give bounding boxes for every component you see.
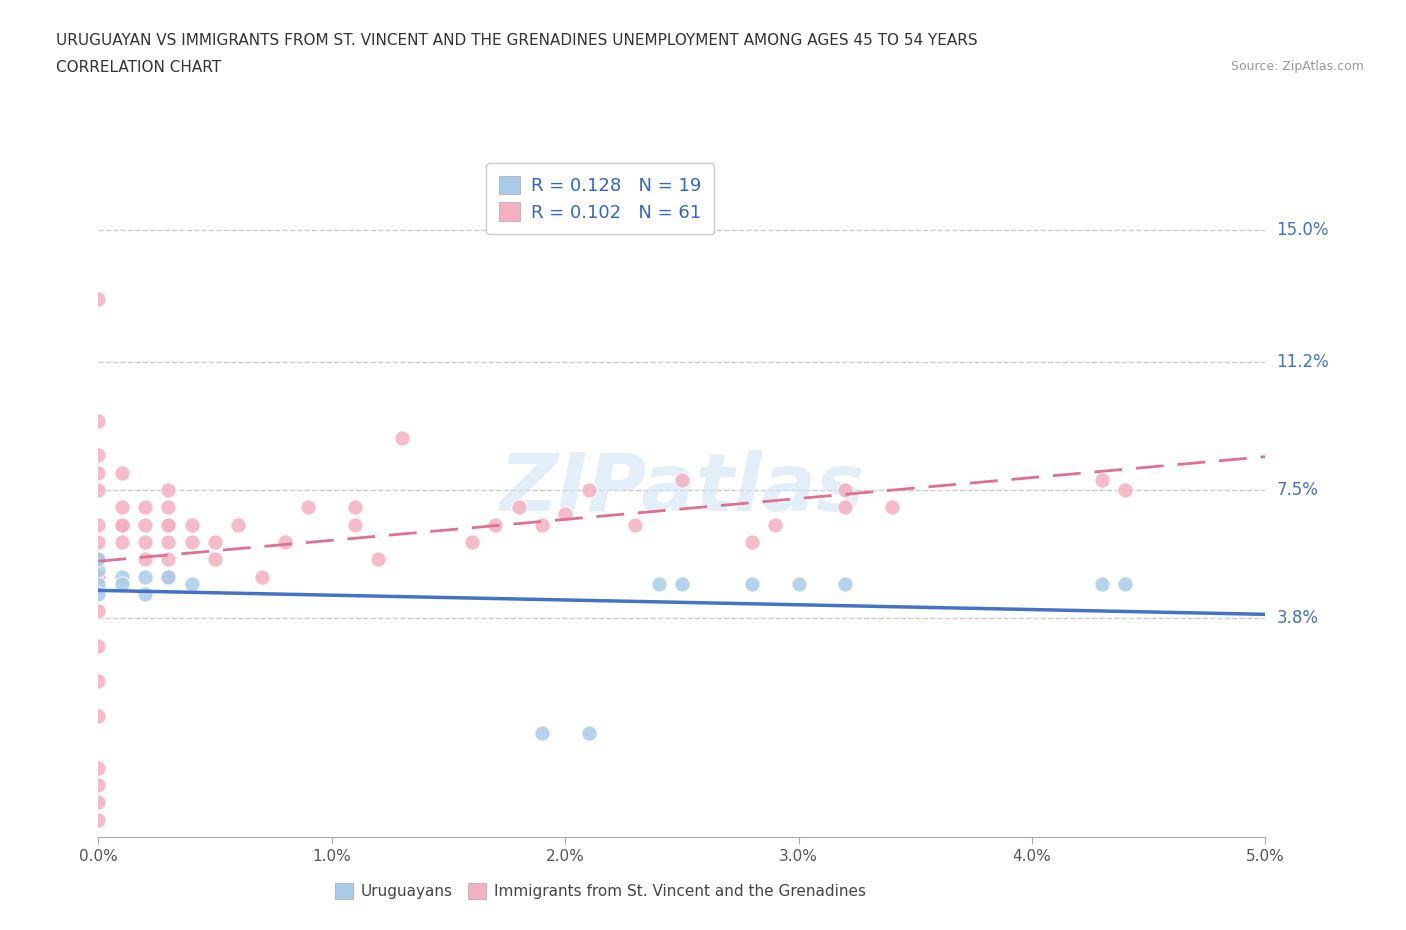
Point	[763, 517, 786, 532]
Point	[508, 500, 530, 515]
Point	[461, 535, 484, 550]
Point	[87, 795, 110, 810]
Point	[180, 535, 202, 550]
Point	[228, 517, 250, 532]
Point	[111, 517, 134, 532]
Text: 7.5%: 7.5%	[1277, 481, 1319, 499]
Point	[87, 569, 110, 584]
Point	[157, 569, 180, 584]
Text: ZIPatlas: ZIPatlas	[499, 450, 865, 528]
Point	[87, 760, 110, 775]
Point	[87, 639, 110, 654]
Point	[297, 500, 319, 515]
Point	[671, 577, 693, 591]
Point	[578, 725, 600, 740]
Point	[157, 483, 180, 498]
Point	[834, 500, 856, 515]
Point	[647, 577, 669, 591]
Point	[134, 500, 156, 515]
Point	[111, 577, 134, 591]
Point	[87, 673, 110, 688]
Point	[87, 483, 110, 498]
Point	[1114, 577, 1136, 591]
Point	[787, 577, 810, 591]
Point	[111, 500, 134, 515]
Point	[180, 577, 202, 591]
Point	[87, 777, 110, 792]
Text: 3.8%: 3.8%	[1277, 609, 1319, 628]
Point	[157, 517, 180, 532]
Point	[157, 517, 180, 532]
Text: 11.2%: 11.2%	[1277, 352, 1329, 371]
Point	[111, 465, 134, 480]
Text: URUGUAYAN VS IMMIGRANTS FROM ST. VINCENT AND THE GRENADINES UNEMPLOYMENT AMONG A: URUGUAYAN VS IMMIGRANTS FROM ST. VINCENT…	[56, 33, 977, 47]
Point	[157, 552, 180, 567]
Point	[111, 517, 134, 532]
Point	[87, 517, 110, 532]
Point	[880, 500, 903, 515]
Point	[530, 517, 553, 532]
Text: 15.0%: 15.0%	[1277, 220, 1329, 239]
Point	[134, 517, 156, 532]
Point	[87, 535, 110, 550]
Point	[344, 500, 367, 515]
Point	[834, 577, 856, 591]
Point	[87, 552, 110, 567]
Point	[87, 448, 110, 463]
Point	[741, 535, 763, 550]
Point	[111, 517, 134, 532]
Point	[111, 569, 134, 584]
Point	[157, 569, 180, 584]
Point	[741, 577, 763, 591]
Point	[180, 517, 202, 532]
Point	[111, 535, 134, 550]
Point	[87, 577, 110, 591]
Point	[134, 535, 156, 550]
Point	[87, 413, 110, 428]
Point	[87, 708, 110, 723]
Point	[671, 472, 693, 487]
Point	[87, 812, 110, 827]
Point	[554, 507, 576, 522]
Point	[1091, 577, 1114, 591]
Text: Source: ZipAtlas.com: Source: ZipAtlas.com	[1230, 60, 1364, 73]
Point	[134, 587, 156, 602]
Point	[157, 535, 180, 550]
Point	[250, 569, 273, 584]
Point	[87, 465, 110, 480]
Point	[87, 587, 110, 602]
Point	[134, 552, 156, 567]
Point	[274, 535, 297, 550]
Point	[834, 483, 856, 498]
Point	[578, 483, 600, 498]
Point	[391, 431, 413, 445]
Point	[204, 535, 226, 550]
Point	[367, 552, 389, 567]
Point	[1091, 472, 1114, 487]
Point	[624, 517, 647, 532]
Point	[530, 725, 553, 740]
Point	[157, 500, 180, 515]
Text: CORRELATION CHART: CORRELATION CHART	[56, 60, 221, 75]
Point	[87, 604, 110, 619]
Point	[87, 552, 110, 567]
Point	[1114, 483, 1136, 498]
Point	[87, 292, 110, 307]
Point	[204, 552, 226, 567]
Point	[344, 517, 367, 532]
Point	[87, 563, 110, 578]
Point	[134, 569, 156, 584]
Point	[484, 517, 506, 532]
Legend: Uruguayans, Immigrants from St. Vincent and the Grenadines: Uruguayans, Immigrants from St. Vincent …	[323, 872, 876, 910]
